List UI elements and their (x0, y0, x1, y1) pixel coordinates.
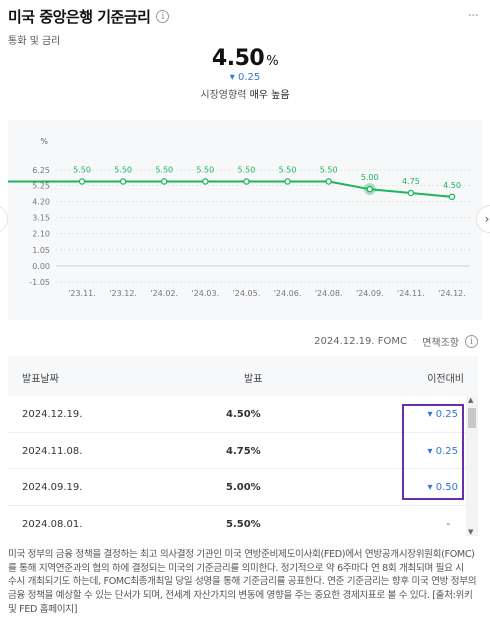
current-rate-value: 4.50 (211, 46, 265, 71)
y-tick-label: 5.25 (32, 181, 50, 190)
indicator-description: 미국 정부의 금융 정책을 결정하는 최고 의사결정 기관인 미국 연방준비제도… (8, 549, 477, 615)
data-label: 5.50 (238, 166, 256, 175)
page-title: 미국 중앙은행 기준금리 (8, 8, 151, 26)
source-row: 2024.12.19. FOMC · 면책조항 i (314, 334, 478, 349)
disclaimer-link[interactable]: 면책조항 (422, 338, 459, 349)
x-tick-label: '24.09. (356, 289, 384, 298)
row-value: 5.50% (226, 518, 261, 530)
y-tick-label: 4.20 (32, 197, 50, 206)
data-label: 5.50 (114, 166, 132, 175)
rate-line-chart: % 6.25 5.25 4.20 3.15 2.10 1.05 0.00 -1.05 '23.11… (8, 137, 470, 298)
y-tick-label: -1.05 (29, 278, 50, 287)
page-header: 미국 중앙은행 기준금리 i 통화 및 금리 ··· (8, 6, 479, 47)
data-label: 5.50 (320, 166, 338, 175)
x-tick-label: '23.12. (109, 289, 137, 298)
data-label: 5.00 (361, 173, 379, 182)
series-line (82, 180, 453, 198)
market-impact: 시장영향력 매우 높음 (0, 86, 490, 101)
more-options-icon[interactable]: ··· (467, 8, 479, 24)
source-date: 2024.12.19. FOMC (314, 336, 407, 347)
x-tick-label: '24.11. (397, 289, 425, 298)
table-header: 발표날짜 발표 이전대비 (8, 356, 478, 396)
x-tick-label: '24.12. (438, 289, 466, 298)
row-change: - (446, 518, 450, 530)
current-rate-unit: % (266, 54, 279, 69)
row-date: 2024.09.19. (22, 482, 83, 493)
data-point (325, 178, 332, 185)
row-change: ▾ 0.25 (427, 409, 458, 420)
data-point (407, 189, 415, 197)
row-change: ▾ 0.50 (427, 482, 458, 493)
y-tick-label: 2.10 (32, 230, 50, 239)
scroll-down-icon[interactable]: ▼ (468, 528, 474, 536)
title-row: 미국 중앙은행 기준금리 i (8, 6, 478, 27)
y-tick-label: 6.25 (32, 166, 50, 175)
table-row: 2024.12.19. 4.50% ▾ 0.25 (8, 396, 478, 433)
row-value: 4.50% (226, 409, 261, 420)
rate-change: ▾ 0.25 (229, 72, 261, 83)
row-date: 2024.11.08. (22, 445, 83, 457)
data-label: 4.75 (402, 177, 420, 186)
x-tick-label: '24.03. (192, 289, 220, 298)
scroll-thumb[interactable] (468, 408, 476, 428)
y-unit-label: % (40, 137, 48, 146)
y-tick-label: 0.00 (32, 262, 50, 271)
data-label: 5.50 (279, 166, 297, 175)
data-point (243, 178, 250, 185)
y-tick-label: 1.05 (32, 246, 50, 255)
row-value: 4.75% (226, 445, 261, 457)
data-label: 5.50 (196, 166, 214, 175)
table-row: 2024.08.01. 5.50% - (8, 506, 478, 537)
data-label: 5.50 (155, 166, 173, 175)
header-date: 발표날짜 (22, 374, 59, 385)
data-point (366, 185, 374, 193)
announcement-table: 발표날짜 발표 이전대비 2024.12.19. 4.50% ▾ 0.25 20… (8, 356, 478, 536)
table-row: 2024.09.19. 5.00% ▾ 0.50 (8, 469, 478, 506)
table-scrollbar[interactable]: ▲ ▼ (466, 396, 478, 536)
x-tick-label: '24.02. (150, 289, 178, 298)
header-change: 이전대비 (427, 374, 464, 385)
row-date: 2024.08.01. (22, 518, 83, 530)
current-rate: 4.50% (0, 46, 490, 71)
x-tick-label: '24.06. (274, 289, 302, 298)
data-point (284, 178, 291, 185)
y-tick-label: 3.15 (32, 214, 50, 223)
table-row: 2024.11.08. 4.75% ▾ 0.25 (8, 433, 478, 469)
header-value: 발표 (244, 374, 263, 385)
x-tick-label: '24.05. (233, 289, 261, 298)
row-change: ▾ 0.25 (427, 445, 458, 457)
current-rate-block: 4.50% ▾ 0.25 시장영향력 매우 높음 (0, 46, 490, 101)
category-subtitle: 통화 및 금리 (8, 36, 61, 47)
data-label: 4.50 (443, 181, 461, 190)
data-point (119, 178, 127, 185)
rate-chart: % 6.25 5.25 4.20 3.15 2.10 1.05 0.00 -1.05 '23.11… (8, 120, 482, 320)
scroll-up-icon[interactable]: ▲ (468, 396, 474, 404)
market-impact-label: 시장영향력 (200, 90, 247, 101)
data-point (448, 193, 456, 201)
chart-prev-button[interactable]: ‹ (0, 205, 8, 233)
data-point (202, 178, 209, 185)
x-tick-label: '23.11. (68, 289, 96, 298)
market-impact-value: 매우 높음 (249, 90, 290, 101)
data-point (160, 178, 168, 185)
info-icon[interactable]: i (156, 10, 170, 23)
disclaimer-info-icon[interactable]: i (465, 335, 478, 348)
data-label: 5.50 (73, 166, 91, 175)
row-date: 2024.12.19. (22, 409, 83, 420)
separator: · (413, 336, 417, 347)
row-value: 5.00% (226, 482, 261, 493)
x-tick-label: '24.08. (315, 289, 343, 298)
data-point (78, 178, 86, 185)
